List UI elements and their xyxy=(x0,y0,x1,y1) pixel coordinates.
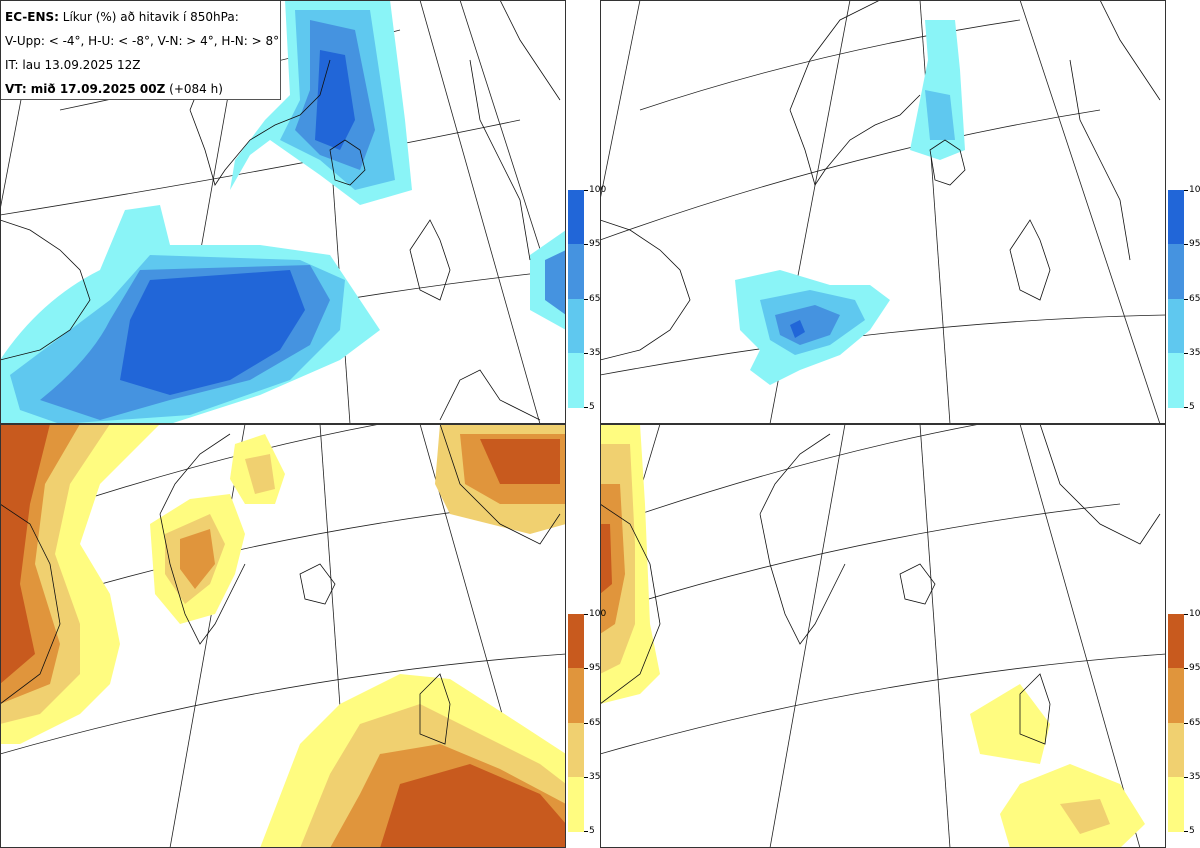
colorbar-seg-4 xyxy=(568,777,584,832)
colorbar-tick xyxy=(1184,614,1188,615)
colorbar-seg-3 xyxy=(568,299,584,353)
info-valid-label: VT: mið 17.09.2025 00Z xyxy=(5,82,166,96)
colorbar-seg-2 xyxy=(568,244,584,299)
colorbar-label: 65 xyxy=(589,294,601,304)
colorbar-seg-3 xyxy=(1168,299,1184,353)
colorbar-bottom-left: 100 95 65 35 5 xyxy=(568,610,606,836)
colorbar-seg-3 xyxy=(568,723,584,777)
colorbar-bottom-right: 100 95 65 35 5 xyxy=(1168,610,1200,836)
colorbar-seg-1 xyxy=(568,190,584,244)
colorbar-label: 65 xyxy=(589,718,601,728)
colorbar-seg-4 xyxy=(568,353,584,408)
colorbar-seg-4 xyxy=(1168,353,1184,408)
colorbar-label: 65 xyxy=(1189,718,1200,728)
map-panel-top-left: EC-ENS: Líkur (%) að hitavik í 850hPa: V… xyxy=(0,0,566,424)
colorbar-tick xyxy=(1184,353,1188,354)
info-line-title: EC-ENS: Líkur (%) að hitavik í 850hPa: xyxy=(5,5,280,29)
colorbar-tick xyxy=(584,777,588,778)
colorbar-label: 95 xyxy=(1189,239,1200,249)
info-source-label: EC-ENS: xyxy=(5,10,59,24)
colorbar-tick xyxy=(584,353,588,354)
colorbar-seg-2 xyxy=(568,668,584,723)
colorbar-top-right: 100 95 65 35 5 xyxy=(1168,186,1200,412)
map-info-box: EC-ENS: Líkur (%) að hitavik í 850hPa: V… xyxy=(0,0,281,100)
colorbar-label: 95 xyxy=(589,663,601,673)
colorbar-tick xyxy=(584,190,588,191)
colorbar-tick xyxy=(1184,244,1188,245)
colorbar-seg-3 xyxy=(1168,723,1184,777)
colorbar-tick xyxy=(1184,831,1188,832)
colorbar-tick xyxy=(584,723,588,724)
colorbar-tick xyxy=(1184,407,1188,408)
colorbar-label: 65 xyxy=(1189,294,1200,304)
map-panel-bottom-right xyxy=(600,424,1166,848)
colorbar-tick xyxy=(584,831,588,832)
colorbar-label: 95 xyxy=(1189,663,1200,673)
colorbar-seg-1 xyxy=(1168,614,1184,668)
colorbar-label: 100 xyxy=(1189,185,1200,195)
colorbar-label: 5 xyxy=(589,402,595,412)
info-line-valid-time: VT: mið 17.09.2025 00Z (+084 h) xyxy=(5,77,280,101)
colorbar-label: 100 xyxy=(589,609,607,619)
colorbar-label: 100 xyxy=(1189,609,1200,619)
colorbar-tick xyxy=(1184,777,1188,778)
colorbar-label: 5 xyxy=(1189,402,1195,412)
colorbar-seg-1 xyxy=(568,614,584,668)
info-line-init-time: IT: lau 13.09.2025 12Z xyxy=(5,58,141,72)
colorbar-label: 5 xyxy=(589,826,595,836)
info-title-text: Líkur (%) að hitavik í 850hPa: xyxy=(58,10,239,24)
colorbar-tick xyxy=(1184,190,1188,191)
colorbar-tick xyxy=(1184,668,1188,669)
colorbar-label: 5 xyxy=(1189,826,1195,836)
info-line-legend: V-Upp: < -4°, H-U: < -8°, V-N: > 4°, H-N… xyxy=(5,34,280,48)
colorbar-tick xyxy=(584,244,588,245)
map-panel-bottom-left xyxy=(0,424,566,848)
colorbar-tick xyxy=(1184,299,1188,300)
colorbar-top-left: 100 95 65 35 5 xyxy=(568,186,606,412)
colorbar-seg-2 xyxy=(1168,244,1184,299)
colorbar-tick xyxy=(584,407,588,408)
colorbar-label: 35 xyxy=(1189,772,1200,782)
colorbar-seg-4 xyxy=(1168,777,1184,832)
colorbar-seg-2 xyxy=(1168,668,1184,723)
map-panel-top-right xyxy=(600,0,1166,424)
colorbar-tick xyxy=(584,299,588,300)
colorbar-tick xyxy=(584,614,588,615)
colorbar-seg-1 xyxy=(1168,190,1184,244)
colorbar-label: 35 xyxy=(589,348,601,358)
colorbar-label: 95 xyxy=(589,239,601,249)
colorbar-label: 100 xyxy=(589,185,607,195)
colorbar-label: 35 xyxy=(1189,348,1200,358)
colorbar-tick xyxy=(584,668,588,669)
info-lead-time: (+084 h) xyxy=(165,82,223,96)
colorbar-tick xyxy=(1184,723,1188,724)
colorbar-label: 35 xyxy=(589,772,601,782)
